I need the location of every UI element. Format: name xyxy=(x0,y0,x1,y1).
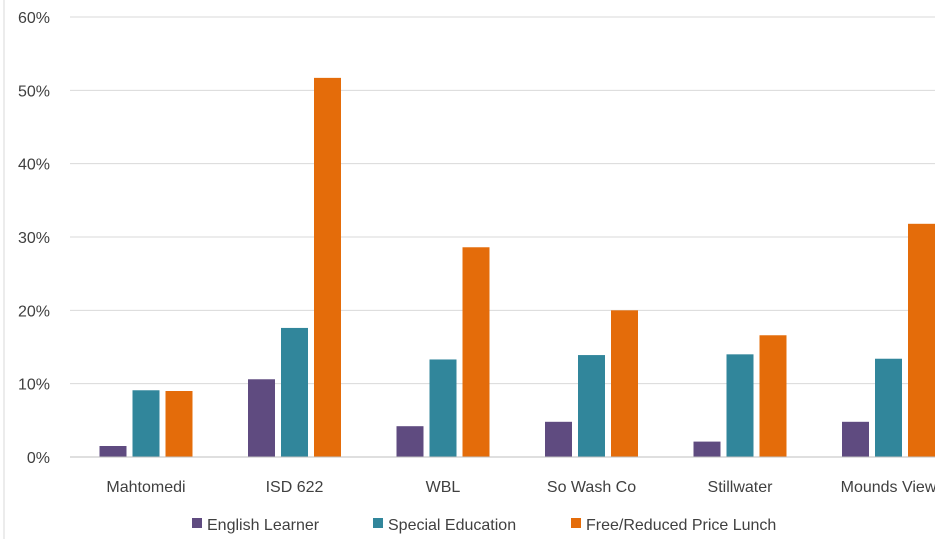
bar-free-reduced-price-lunch xyxy=(759,335,787,457)
y-tick-label: 40% xyxy=(18,157,50,174)
bar-special-education xyxy=(578,355,605,457)
bar-english-learner xyxy=(396,426,424,457)
legend-swatch xyxy=(373,518,383,528)
y-tick-label: 10% xyxy=(18,377,50,394)
x-tick-label: Stillwater xyxy=(708,479,774,496)
bar-free-reduced-price-lunch xyxy=(908,223,935,457)
bar-special-education xyxy=(132,390,160,457)
x-tick-label: Mahtomedi xyxy=(106,479,185,496)
bars xyxy=(99,77,935,457)
x-tick-label: WBL xyxy=(426,479,461,496)
y-tick-label: 30% xyxy=(18,230,50,247)
legend-swatch xyxy=(571,518,581,528)
bar-special-education xyxy=(726,354,754,457)
bar-free-reduced-price-lunch xyxy=(165,391,193,457)
bar-special-education xyxy=(875,358,902,457)
legend: English Learner Special Education Free/Red… xyxy=(192,517,776,534)
x-tick-label: So Wash Co xyxy=(547,479,636,496)
x-tick-label: Mounds View xyxy=(841,479,935,496)
bar-english-learner xyxy=(842,421,869,457)
bar-free-reduced-price-lunch xyxy=(314,77,341,457)
y-axis: 0% 10% 20% 30% 40% 50% 60% xyxy=(18,10,50,467)
bar-english-learner xyxy=(693,441,721,457)
x-axis: Mahtomedi ISD 622 WBL So Wash Co Stillwater M… xyxy=(70,456,935,496)
bar-free-reduced-price-lunch xyxy=(462,247,490,457)
legend-label: Special Education xyxy=(388,517,516,534)
legend-label: English Learner xyxy=(207,517,320,534)
legend-label: Free/Reduced Price Lunch xyxy=(586,517,776,534)
y-tick-label: 50% xyxy=(18,83,50,100)
y-tick-label: 0% xyxy=(27,450,50,467)
bar-english-learner xyxy=(545,421,572,457)
x-tick-label: ISD 622 xyxy=(266,479,324,496)
legend-swatch xyxy=(192,518,202,528)
gridlines xyxy=(70,16,935,385)
bar-english-learner xyxy=(248,379,275,457)
y-tick-label: 20% xyxy=(18,303,50,320)
bar-special-education xyxy=(281,327,308,457)
bar-english-learner xyxy=(99,446,127,457)
bar-free-reduced-price-lunch xyxy=(611,310,638,457)
bar-special-education xyxy=(429,359,457,457)
y-tick-label: 60% xyxy=(18,10,50,27)
